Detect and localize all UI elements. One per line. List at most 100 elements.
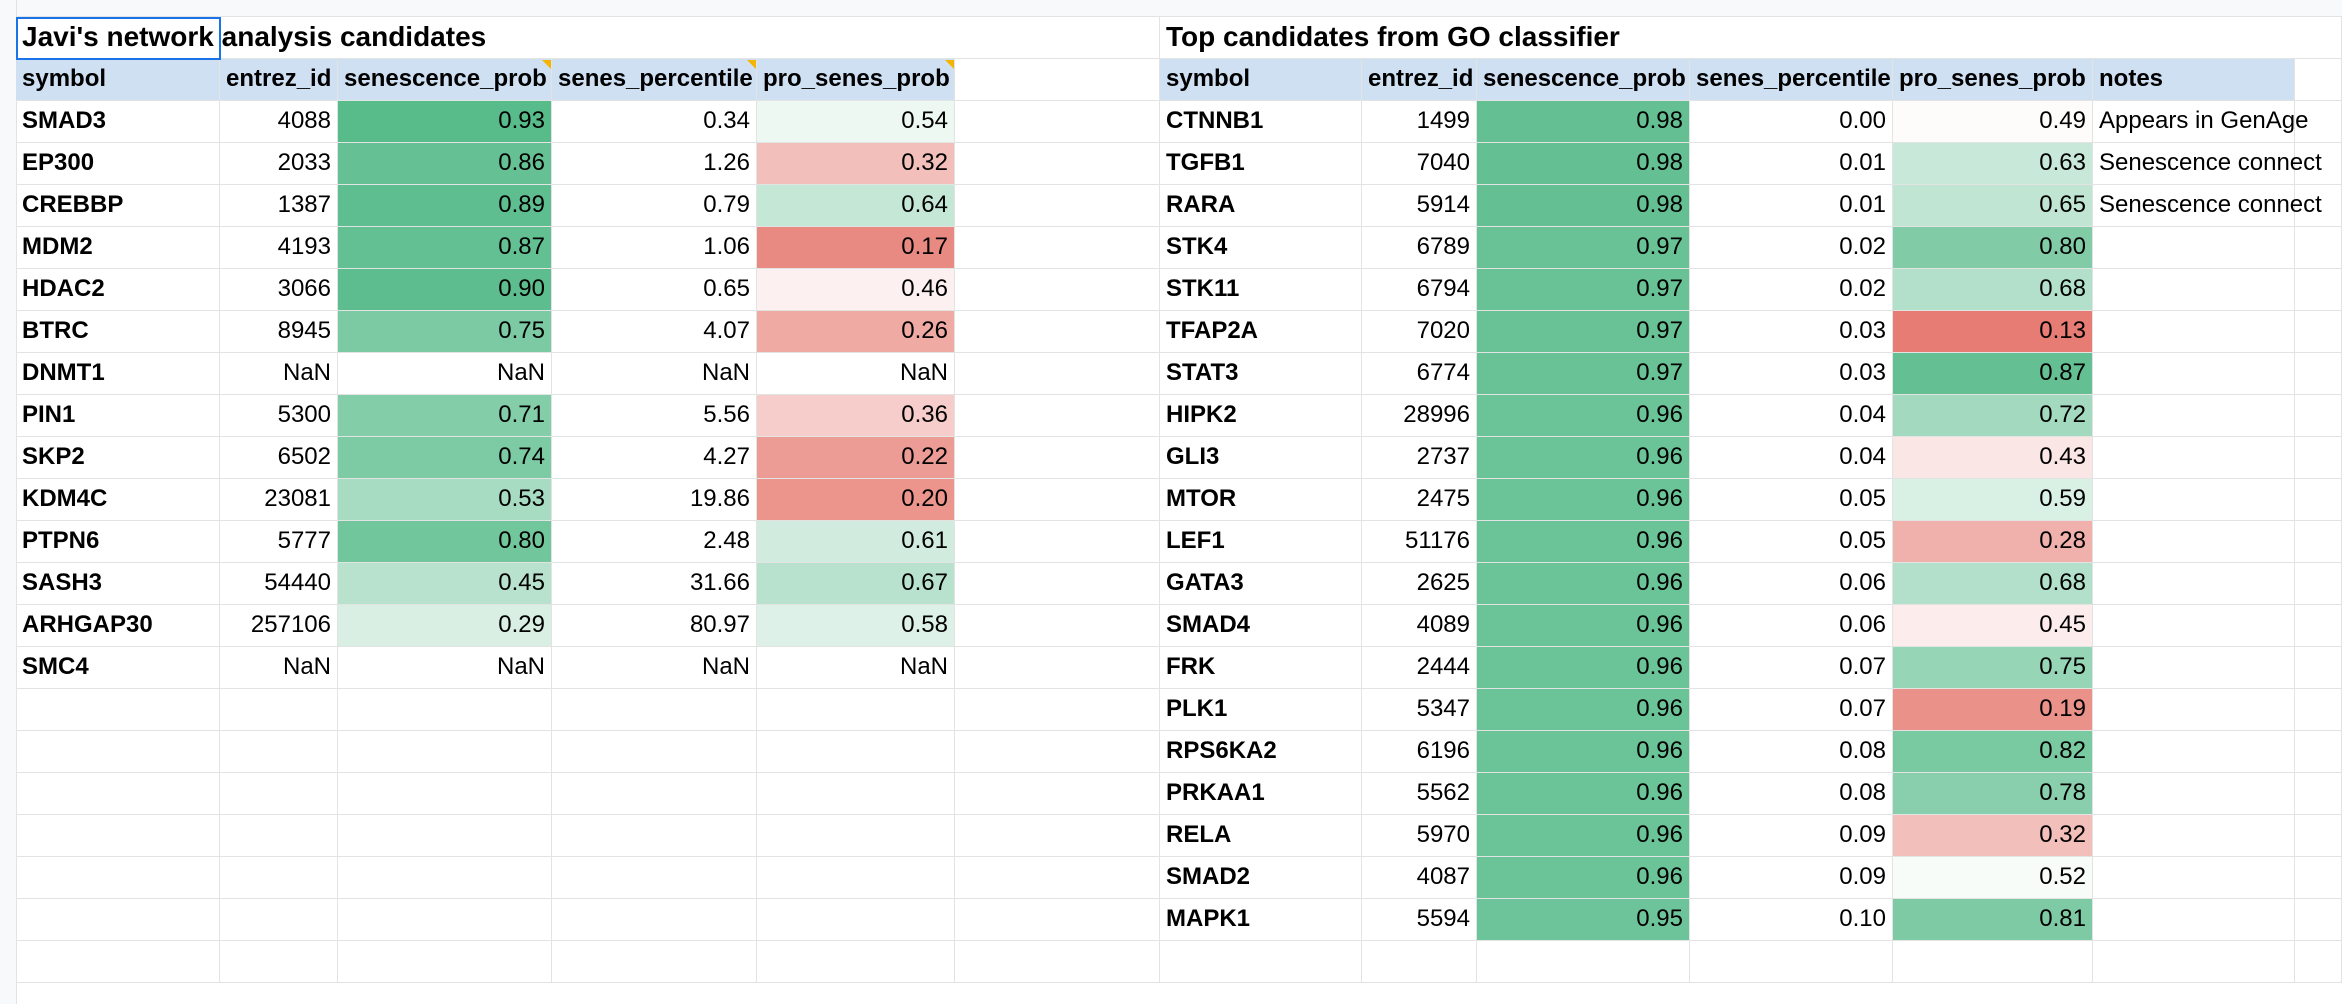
- right-value-cell[interactable]: 0.04: [1690, 437, 1893, 479]
- left-value-cell[interactable]: 0.87: [338, 227, 552, 269]
- left-header-symbol[interactable]: symbol: [16, 59, 220, 101]
- right-value-cell[interactable]: 0.96: [1477, 857, 1690, 899]
- right-symbol-cell[interactable]: RELA: [1160, 815, 1362, 857]
- right-value-cell[interactable]: 0.80: [1893, 227, 2093, 269]
- right-value-cell[interactable]: 0.68: [1893, 269, 2093, 311]
- left-value-cell[interactable]: 0.71: [338, 395, 552, 437]
- left-symbol-cell[interactable]: SKP2: [16, 437, 220, 479]
- right-symbol-cell[interactable]: STK11: [1160, 269, 1362, 311]
- right-value-cell[interactable]: 0.45: [1893, 605, 2093, 647]
- right-symbol-cell[interactable]: LEF1: [1160, 521, 1362, 563]
- right-notes-cell[interactable]: [2093, 647, 2342, 689]
- left-value-cell[interactable]: 0.36: [757, 395, 955, 437]
- empty-cell[interactable]: [1893, 941, 2093, 983]
- empty-cell[interactable]: [1362, 941, 1477, 983]
- left-value-cell[interactable]: 54440: [220, 563, 338, 605]
- right-value-cell[interactable]: 0.63: [1893, 143, 2093, 185]
- right-value-cell[interactable]: 0.00: [1690, 101, 1893, 143]
- right-value-cell[interactable]: 2444: [1362, 647, 1477, 689]
- right-value-cell[interactable]: 0.08: [1690, 731, 1893, 773]
- left-header-senescence_prob[interactable]: senescence_prob: [338, 59, 552, 101]
- left-value-cell[interactable]: 31.66: [552, 563, 757, 605]
- right-value-cell[interactable]: 0.96: [1477, 437, 1690, 479]
- left-value-cell[interactable]: 0.45: [338, 563, 552, 605]
- empty-cell[interactable]: [16, 731, 220, 773]
- right-notes-cell[interactable]: [2093, 563, 2342, 605]
- right-notes-cell[interactable]: [2093, 269, 2342, 311]
- empty-cell[interactable]: [220, 899, 338, 941]
- right-symbol-cell[interactable]: RPS6KA2: [1160, 731, 1362, 773]
- right-value-cell[interactable]: 0.49: [1893, 101, 2093, 143]
- empty-cell[interactable]: [955, 815, 1160, 857]
- left-header-pro_senes_prob[interactable]: pro_senes_prob: [757, 59, 955, 101]
- right-value-cell[interactable]: 0.72: [1893, 395, 2093, 437]
- left-value-cell[interactable]: 80.97: [552, 605, 757, 647]
- right-value-cell[interactable]: 0.97: [1477, 227, 1690, 269]
- right-header-entrez_id[interactable]: entrez_id: [1362, 59, 1477, 101]
- right-value-cell[interactable]: 0.68: [1893, 563, 2093, 605]
- right-value-cell[interactable]: 0.78: [1893, 773, 2093, 815]
- right-notes-cell[interactable]: [2093, 899, 2342, 941]
- left-value-cell[interactable]: 4.27: [552, 437, 757, 479]
- right-symbol-cell[interactable]: STK4: [1160, 227, 1362, 269]
- empty-cell[interactable]: [338, 899, 552, 941]
- left-symbol-cell[interactable]: EP300: [16, 143, 220, 185]
- empty-cell[interactable]: [2295, 17, 2342, 59]
- left-value-cell[interactable]: 4.07: [552, 311, 757, 353]
- left-value-cell[interactable]: 2.48: [552, 521, 757, 563]
- right-symbol-cell[interactable]: STAT3: [1160, 353, 1362, 395]
- right-value-cell[interactable]: 0.07: [1690, 689, 1893, 731]
- empty-cell[interactable]: [1477, 941, 1690, 983]
- left-header-senes_percentile[interactable]: senes_percentile: [552, 59, 757, 101]
- empty-cell[interactable]: [955, 479, 1160, 521]
- empty-cell[interactable]: [955, 605, 1160, 647]
- right-header-senescence_prob[interactable]: senescence_prob: [1477, 59, 1690, 101]
- left-value-cell[interactable]: NaN: [220, 647, 338, 689]
- empty-cell[interactable]: [2093, 941, 2295, 983]
- right-value-cell[interactable]: 0.96: [1477, 395, 1690, 437]
- left-symbol-cell[interactable]: BTRC: [16, 311, 220, 353]
- right-value-cell[interactable]: 0.02: [1690, 227, 1893, 269]
- left-value-cell[interactable]: 0.34: [552, 101, 757, 143]
- right-value-cell[interactable]: 2737: [1362, 437, 1477, 479]
- empty-cell[interactable]: [955, 521, 1160, 563]
- left-value-cell[interactable]: NaN: [338, 353, 552, 395]
- empty-cell[interactable]: [955, 227, 1160, 269]
- left-value-cell[interactable]: 0.54: [757, 101, 955, 143]
- left-symbol-cell[interactable]: DNMT1: [16, 353, 220, 395]
- right-value-cell[interactable]: 0.75: [1893, 647, 2093, 689]
- right-symbol-cell[interactable]: PRKAA1: [1160, 773, 1362, 815]
- right-value-cell[interactable]: 0.28: [1893, 521, 2093, 563]
- empty-cell[interactable]: [552, 773, 757, 815]
- right-value-cell[interactable]: 0.96: [1477, 647, 1690, 689]
- right-value-cell[interactable]: 5562: [1362, 773, 1477, 815]
- right-value-cell[interactable]: 0.04: [1690, 395, 1893, 437]
- right-notes-cell[interactable]: [2093, 773, 2342, 815]
- empty-cell[interactable]: [955, 647, 1160, 689]
- empty-cell[interactable]: [338, 773, 552, 815]
- empty-cell[interactable]: [16, 689, 220, 731]
- right-value-cell[interactable]: 0.65: [1893, 185, 2093, 227]
- right-value-cell[interactable]: 7020: [1362, 311, 1477, 353]
- left-symbol-cell[interactable]: PIN1: [16, 395, 220, 437]
- empty-cell[interactable]: [955, 143, 1160, 185]
- right-value-cell[interactable]: 4087: [1362, 857, 1477, 899]
- right-value-cell[interactable]: 6774: [1362, 353, 1477, 395]
- right-symbol-cell[interactable]: PLK1: [1160, 689, 1362, 731]
- left-value-cell[interactable]: 5300: [220, 395, 338, 437]
- right-value-cell[interactable]: 0.96: [1477, 479, 1690, 521]
- right-notes-cell[interactable]: [2093, 353, 2342, 395]
- right-value-cell[interactable]: 0.02: [1690, 269, 1893, 311]
- left-value-cell[interactable]: 0.22: [757, 437, 955, 479]
- left-table-title[interactable]: Javi's network analysis candidates: [16, 17, 955, 59]
- empty-cell[interactable]: [220, 731, 338, 773]
- right-value-cell[interactable]: 0.07: [1690, 647, 1893, 689]
- left-value-cell[interactable]: 2033: [220, 143, 338, 185]
- right-value-cell[interactable]: 0.96: [1477, 689, 1690, 731]
- right-value-cell[interactable]: 1499: [1362, 101, 1477, 143]
- right-value-cell[interactable]: 0.97: [1477, 311, 1690, 353]
- empty-cell[interactable]: [955, 437, 1160, 479]
- left-value-cell[interactable]: 0.89: [338, 185, 552, 227]
- left-symbol-cell[interactable]: MDM2: [16, 227, 220, 269]
